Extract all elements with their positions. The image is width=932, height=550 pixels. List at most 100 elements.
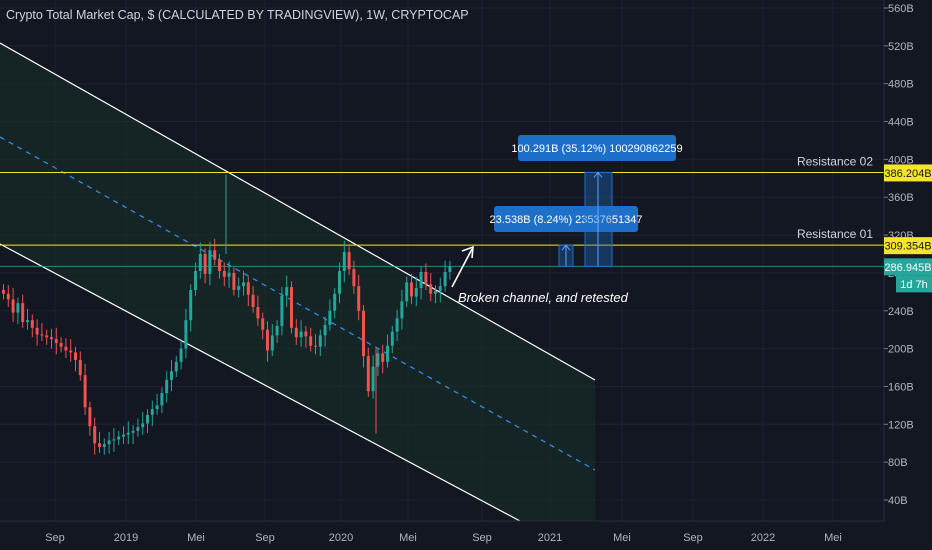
candle-body [74,352,77,360]
time-tick-label: Mei [824,532,842,544]
candle-body [328,310,332,325]
candle-body [347,252,351,270]
price-tick-label: 200B [888,344,914,356]
price-tick-label: 560B [888,3,914,15]
candle-body [126,432,130,435]
price-axis[interactable]: 560B520B480B440B400B360B320B280B240B200B… [883,0,932,550]
candle-body [270,335,274,351]
candle-body [400,301,404,319]
candle-body [261,318,265,330]
candle-body [376,353,380,367]
price-tick-label: 240B [888,306,914,318]
candle-body [136,427,140,431]
candle-body [438,286,442,291]
candle-body [98,443,101,448]
candle-body [357,286,361,311]
price-tick-label: 120B [888,419,914,431]
candle-body [266,329,269,351]
candle-body [155,405,159,410]
candle-body [251,294,255,307]
candle-body [184,320,188,349]
measure-label-background [518,135,676,161]
candle-body [314,345,317,347]
time-tick-label: 2021 [538,532,562,544]
candle-body [309,336,313,346]
candle-body [390,331,394,346]
candle-body [222,271,226,277]
candle-body [285,287,289,296]
candle-body [366,356,370,392]
channel-midline [0,136,596,471]
candle-body [290,287,293,328]
candle-body [443,271,447,287]
candle-body [11,299,15,313]
measure-label-text: 23.538B (8.24%) 23537651347 [490,214,643,226]
candle-body [6,293,10,300]
time-axis[interactable]: Sep 2019 Mei Sep 2020 Mei Sep 2021 Mei Sep 2022 Mei [0,520,932,550]
candle-body [213,250,217,260]
candle-body [218,259,221,272]
candle-body [117,436,121,440]
candle-body [410,282,413,297]
measure-label-text: 100.291B (35.12%) 100290862259 [511,143,682,155]
candle-body [102,444,106,448]
time-tick-label: Sep [45,532,65,544]
candle-body [434,290,437,294]
resistance-price-badge-text: 309.354B [884,241,931,253]
price-range-measure-large: 100.291B (35.12%) 100290862259 [511,135,683,267]
candle-body [280,295,284,326]
candles [2,174,452,455]
candle-body [242,282,245,287]
candle-body [54,339,58,343]
price-tick-label: 480B [888,79,914,91]
candle-body [227,272,231,277]
candle-body [299,331,303,338]
price-tick-label: 400B [888,154,914,166]
candle-body [246,282,250,295]
candle-body [88,407,92,427]
candle-body [174,361,178,372]
candle-body [294,327,298,338]
candle-body [150,409,154,415]
candle-body [40,334,44,336]
channel-fill [0,43,595,521]
candle-body [16,303,20,313]
time-tick-label: 2022 [751,532,775,544]
candle-body [419,271,423,289]
time-tick-label: Sep [683,532,703,544]
candle-body [342,252,346,272]
candle-body [318,335,322,347]
candle-body [198,254,202,272]
candle-body [45,335,49,338]
measure-arrow-head [561,244,571,251]
candle-body [170,371,173,380]
candle-body [338,271,341,294]
candle-body [107,440,111,445]
price-tick-label: 440B [888,117,914,129]
candle-body [160,393,164,406]
resistance-price-badge [884,164,932,182]
candle-body [50,337,53,340]
candle-body [189,289,193,321]
candle-body [2,289,5,294]
candle-body [362,310,365,357]
price-tick-label: 360B [888,192,914,204]
candle-body [386,345,389,362]
candle-body [275,325,279,336]
candle-body [352,269,356,287]
price-tick-label: 160B [888,381,914,393]
candle-body [112,439,116,441]
candle-body [304,331,308,337]
candle-body [179,348,183,362]
breakout-arrow [451,248,473,288]
bar-countdown-badge-text: 1d 7h [900,279,928,291]
candle-body [424,271,428,285]
channel-lower-line [0,243,521,522]
price-range-measure-small: 23.538B (8.24%) 23537651347 [490,206,643,267]
candle-body [194,271,197,290]
current-price-badge [884,258,932,276]
candle-body [165,379,169,394]
time-tick-label: Mei [187,532,205,544]
candle-body [448,266,452,272]
